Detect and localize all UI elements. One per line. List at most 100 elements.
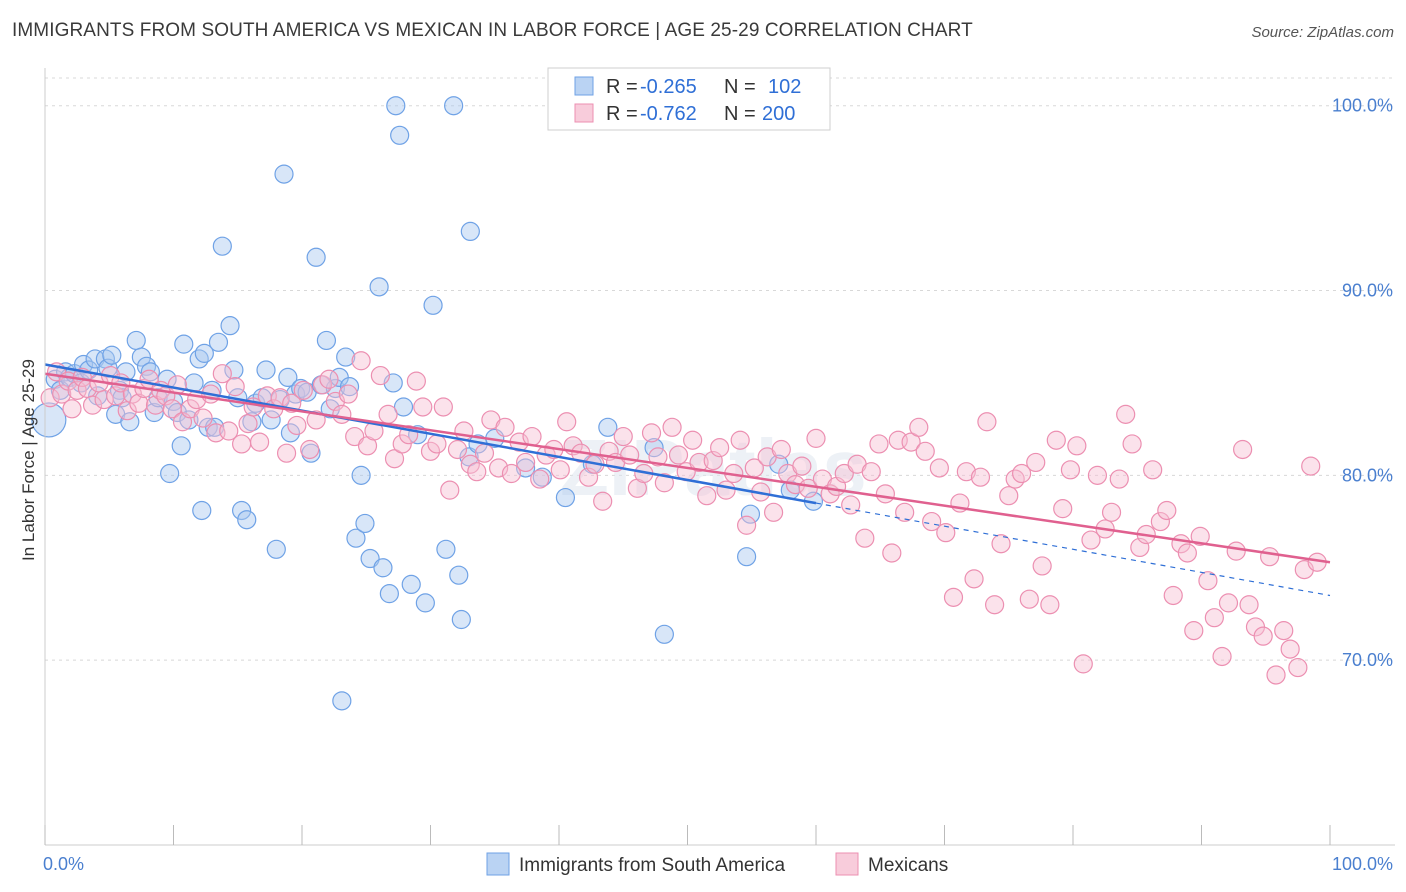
point-south-america: [306, 247, 326, 267]
point-south-america: [237, 510, 257, 530]
point-mexicans: [901, 432, 921, 452]
point-mexicans: [882, 543, 902, 563]
point-mexicans: [193, 408, 213, 428]
point-mexicans: [697, 486, 717, 506]
point-south-america: [449, 565, 469, 585]
point-south-america: [131, 347, 151, 367]
legend-swatch-pink: [574, 103, 594, 123]
point-mexicans: [716, 480, 736, 500]
point-mexicans: [332, 404, 352, 424]
point-south-america: [31, 402, 67, 438]
point-mexicans: [895, 502, 915, 522]
point-mexicans: [792, 456, 812, 476]
point-mexicans: [929, 458, 949, 478]
point-mexicans: [771, 439, 791, 460]
legend-r-value-blue: -0.265: [640, 76, 697, 98]
legend-r-label: R =: [606, 103, 638, 125]
point-south-america: [274, 164, 294, 184]
point-south-america: [256, 360, 276, 380]
point-mexicans: [956, 462, 976, 482]
point-mexicans: [841, 495, 861, 515]
point-south-america: [436, 539, 456, 559]
legend-r-label: R =: [606, 76, 638, 98]
point-mexicans: [557, 412, 577, 432]
point-mexicans: [384, 449, 405, 469]
legend-r-value-pink: -0.762: [640, 103, 697, 125]
y-tick-label: 70.0%: [1342, 650, 1393, 670]
point-mexicans: [40, 388, 60, 408]
point-mexicans: [219, 421, 239, 441]
point-south-america: [232, 500, 252, 521]
point-south-america: [555, 487, 576, 508]
point-south-america: [278, 367, 298, 388]
point-south-america: [261, 410, 281, 430]
point-mexicans: [1260, 547, 1280, 567]
chart-title: IMMIGRANTS FROM SOUTH AMERICA VS MEXICAN…: [12, 20, 973, 41]
point-mexicans: [225, 377, 245, 397]
point-south-america: [266, 539, 286, 559]
point-mexicans: [447, 439, 468, 460]
point-mexicans: [1040, 595, 1060, 615]
point-mexicans: [909, 417, 929, 437]
point-mexicans: [1198, 571, 1218, 591]
point-south-america: [737, 547, 757, 567]
point-south-america: [390, 125, 410, 145]
point-mexicans: [293, 380, 313, 400]
point-mexicans: [1053, 499, 1073, 519]
point-south-america: [192, 500, 212, 521]
point-south-america: [654, 624, 674, 644]
point-south-america: [379, 584, 399, 604]
point-south-america: [102, 345, 122, 365]
y-tick-label: 90.0%: [1342, 281, 1393, 301]
legend-n-label: N =: [724, 103, 756, 125]
x-tick-label: 100.0%: [1332, 854, 1393, 874]
point-south-america: [224, 360, 244, 380]
point-mexicans: [1026, 452, 1046, 473]
point-mexicans: [683, 430, 703, 450]
point-mexicans: [710, 438, 730, 458]
point-south-america: [401, 574, 421, 595]
point-south-america: [167, 402, 187, 423]
point-south-america: [444, 96, 464, 116]
point-south-america: [140, 362, 160, 382]
point-south-america: [316, 330, 337, 351]
point-mexicans: [300, 439, 320, 460]
point-mexicans: [1233, 439, 1253, 460]
point-south-america: [212, 236, 232, 256]
point-mexicans: [922, 511, 942, 532]
point-mexicans: [875, 484, 895, 504]
point-mexicans: [1122, 434, 1142, 454]
series-legend-label-blue: Immigrants from South America: [519, 855, 786, 876]
point-mexicans: [82, 395, 103, 415]
point-mexicans: [943, 587, 964, 607]
legend-n-label: N =: [724, 76, 756, 98]
point-mexicans: [1087, 465, 1108, 485]
point-mexicans: [1046, 430, 1066, 450]
point-south-america: [460, 221, 480, 241]
point-south-america: [740, 504, 761, 524]
point-mexicans: [1288, 657, 1308, 678]
point-mexicans: [232, 434, 252, 454]
point-mexicans: [1239, 595, 1259, 615]
point-mexicans: [964, 569, 984, 589]
point-mexicans: [276, 443, 297, 463]
point-mexicans: [440, 480, 460, 500]
point-mexicans: [550, 460, 570, 480]
points-layer: [31, 96, 1327, 711]
point-mexicans: [970, 467, 991, 487]
point-mexicans: [501, 463, 522, 484]
point-mexicans: [915, 441, 935, 461]
point-mexicans: [530, 469, 550, 489]
point-mexicans: [238, 414, 258, 434]
point-south-america: [515, 458, 536, 478]
point-south-america: [644, 438, 664, 458]
point-mexicans: [1150, 511, 1170, 532]
point-mexicans: [94, 389, 114, 410]
point-mexicans: [593, 491, 613, 511]
point-mexicans: [689, 452, 709, 473]
point-mexicans: [861, 462, 881, 482]
grid-layer: [45, 77, 1395, 661]
axis-layer: 100.0% 90.0% 80.0% 70.0% 0.0% 100.0%: [43, 68, 1395, 874]
point-mexicans: [1067, 436, 1087, 456]
point-mexicans: [648, 447, 668, 467]
